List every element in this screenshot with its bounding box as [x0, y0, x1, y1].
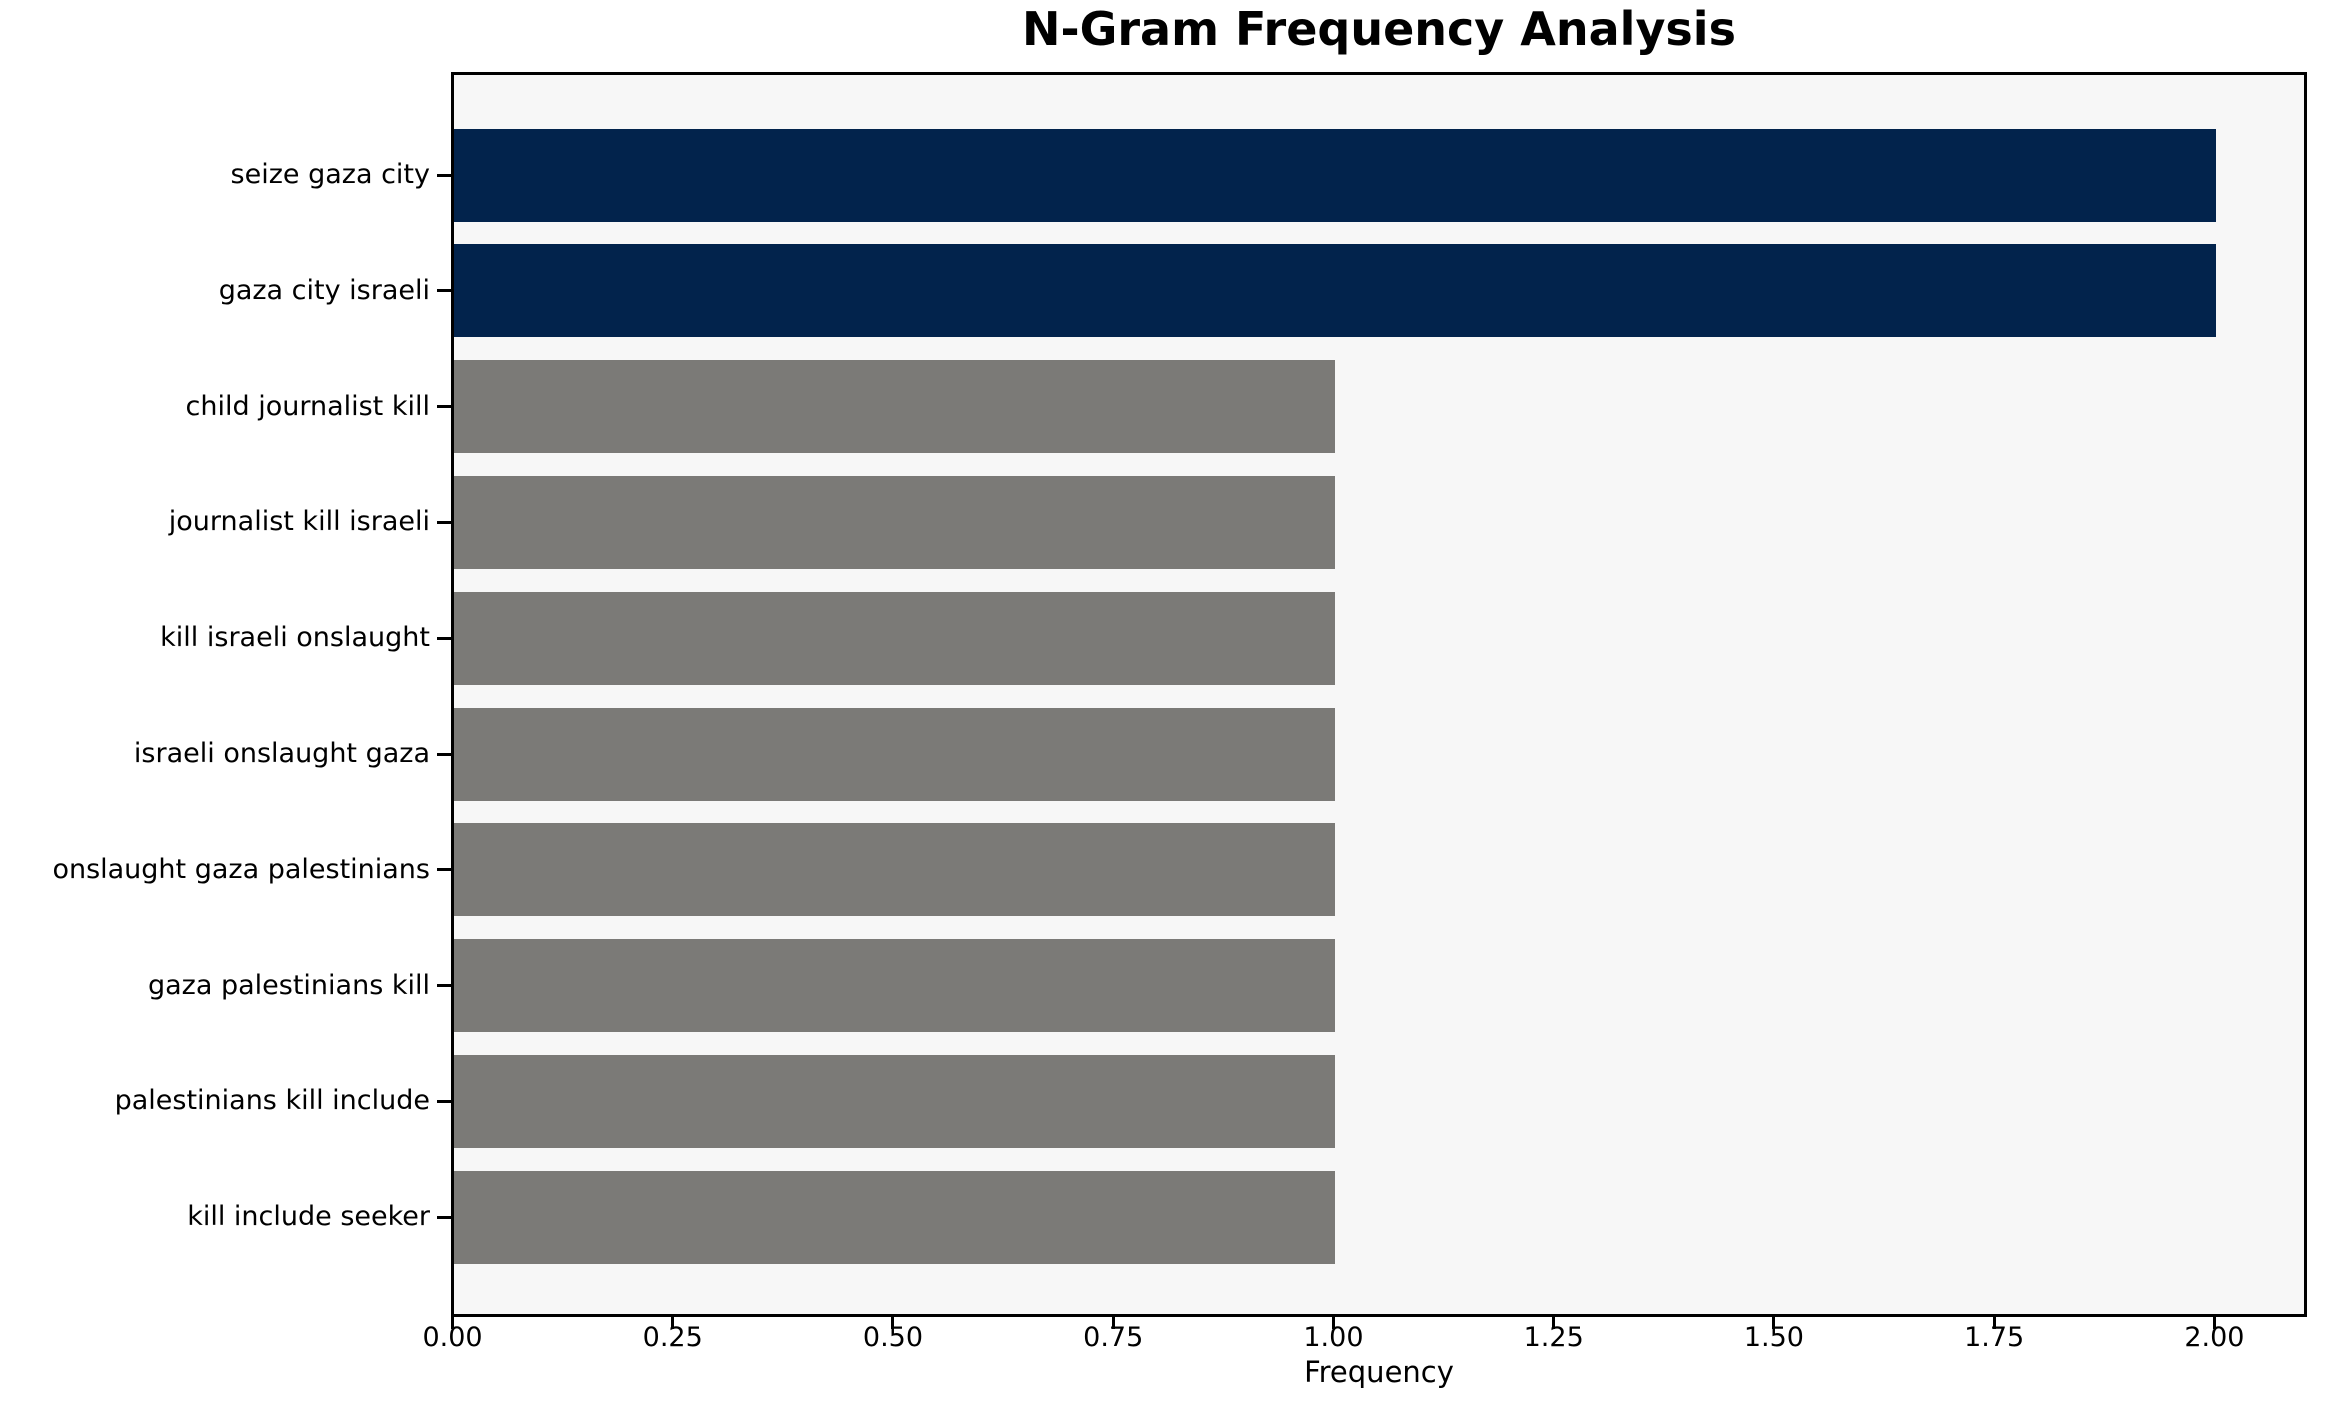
x-tick-label: 0.25 — [642, 1322, 703, 1353]
y-tick-label: kill israeli onslaught — [160, 622, 430, 654]
y-tick-label: journalist kill israeli — [168, 506, 430, 538]
y-tick-label: gaza city israeli — [218, 274, 430, 306]
x-tick-label: 0.50 — [862, 1322, 924, 1353]
y-tick-label: onslaught gaza palestinians — [52, 853, 430, 885]
bar-palestinians-kill-include — [454, 1054, 1335, 1148]
bar-seize-gaza-city — [454, 128, 2216, 222]
x-tick-mark — [1331, 1317, 1335, 1329]
bar-child-journalist-kill — [454, 360, 1335, 454]
x-tick-mark — [1772, 1317, 1776, 1329]
x-tick-mark — [451, 1317, 454, 1329]
bar-journalist-kill-israeli — [454, 475, 1335, 569]
bar-onslaught-gaza-palestinians — [454, 823, 1335, 917]
y-tick-label: palestinians kill include — [114, 1085, 430, 1117]
x-tick-label: 0.00 — [422, 1322, 483, 1353]
x-tick-label: 1.50 — [1743, 1322, 1804, 1353]
y-tick-mark — [437, 1215, 451, 1219]
y-tick-mark — [437, 636, 451, 640]
x-tick-label: 0.75 — [1083, 1322, 1144, 1353]
y-tick-mark — [437, 173, 451, 177]
x-tick-mark — [1552, 1317, 1556, 1329]
y-tick-mark — [437, 1099, 451, 1103]
x-axis-label: Frequency — [1304, 1355, 1454, 1389]
y-tick-mark — [437, 984, 451, 988]
y-tick-mark — [437, 289, 451, 293]
x-tick-mark — [891, 1317, 895, 1329]
y-tick-mark — [437, 752, 451, 756]
x-tick-label: 1.00 — [1303, 1322, 1364, 1353]
plot-area — [451, 72, 2307, 1317]
x-tick-mark — [2212, 1317, 2216, 1329]
bar-israeli-onslaught-gaza — [454, 707, 1335, 801]
x-tick-mark — [1111, 1317, 1115, 1329]
y-tick-label: kill include seeker — [187, 1201, 430, 1233]
y-tick-mark — [437, 405, 451, 409]
bar-gaza-city-israeli — [454, 244, 2216, 338]
x-tick-label: 1.75 — [1964, 1322, 2025, 1353]
y-tick-label: child journalist kill — [185, 390, 430, 422]
y-tick-mark — [437, 520, 451, 524]
y-tick-label: gaza palestinians kill — [148, 969, 430, 1001]
x-tick-label: 2.00 — [2184, 1322, 2245, 1353]
chart-title: N-Gram Frequency Analysis — [1022, 2, 1736, 56]
y-tick-label: israeli onslaught gaza — [133, 738, 430, 769]
y-tick-mark — [437, 868, 451, 872]
x-tick-label: 1.25 — [1523, 1322, 1584, 1353]
x-tick-mark — [1992, 1317, 1996, 1329]
bar-kill-israeli-onslaught — [454, 591, 1335, 685]
bar-kill-include-seeker — [454, 1170, 1335, 1264]
bar-gaza-palestinians-kill — [454, 939, 1335, 1033]
x-tick-mark — [671, 1317, 675, 1329]
y-tick-label: seize gaza city — [230, 159, 430, 190]
